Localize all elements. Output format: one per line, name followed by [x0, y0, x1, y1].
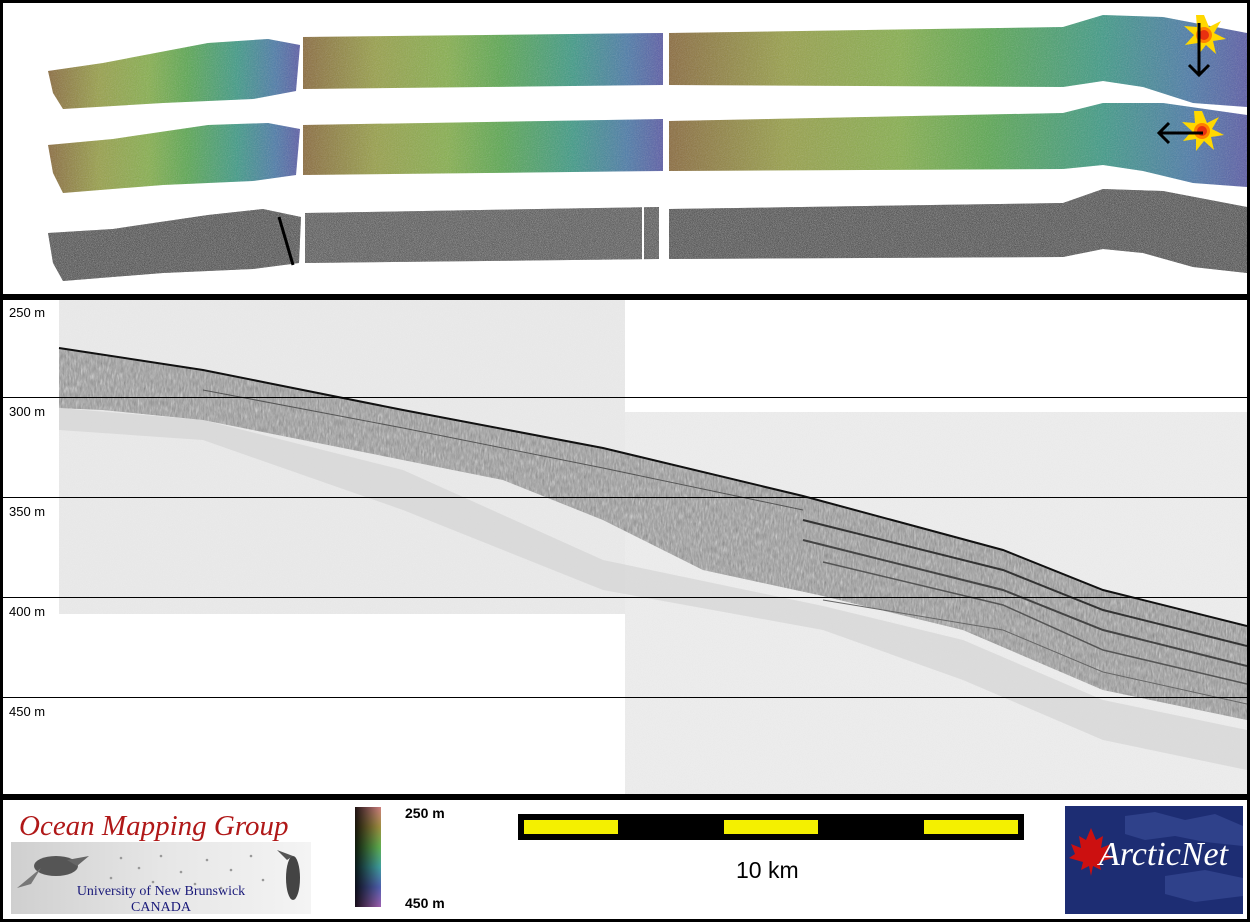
ocean-mapping-group-logo: Ocean Mapping Group University of New Br… — [11, 808, 311, 915]
scale-label: 10 km — [736, 857, 799, 883]
subbottom-profile-panel: 250 m 300 m 350 m 400 m 450 m — [3, 300, 1247, 794]
colorbar-top-label: 250 m — [405, 805, 445, 821]
depth-colorbar — [355, 807, 381, 907]
depth-gridline — [3, 697, 1247, 698]
arcticnet-logo: ArcticNet — [1065, 806, 1243, 914]
scale-bar-segment — [724, 820, 818, 834]
footer-panel: Ocean Mapping Group University of New Br… — [3, 800, 1247, 919]
org-country: CANADA — [131, 900, 191, 915]
scale-bar-segment — [924, 820, 1018, 834]
depth-label: 350 m — [9, 504, 46, 519]
sun-illumination-icon — [1182, 111, 1224, 151]
backscatter-strip — [48, 189, 1247, 281]
subbottom-profile — [58, 300, 1247, 794]
scale-bar-segment — [524, 820, 618, 834]
maple-leaf-icon — [1069, 828, 1113, 876]
depth-gridline — [3, 597, 1247, 598]
arrow-left-icon — [1156, 121, 1203, 145]
depth-label: 250 m — [9, 305, 46, 320]
depth-label: 300 m — [9, 404, 46, 419]
depth-gridline — [3, 497, 1247, 498]
depth-gridline — [3, 397, 1247, 398]
org-university: University of New Brunswick — [76, 884, 246, 899]
fish-icon — [277, 850, 300, 900]
swath-map — [48, 15, 1247, 281]
bathymetry-strip-north — [48, 15, 1247, 109]
scale-bar — [518, 814, 1024, 840]
arrow-down-icon — [1187, 23, 1211, 78]
bathymetry-strip-east — [48, 103, 1247, 193]
partner-logo-text: ArcticNet — [1099, 836, 1229, 873]
org-name: Ocean Mapping Group — [19, 810, 289, 842]
hagfish-icon — [17, 856, 89, 888]
depth-label: 450 m — [9, 704, 46, 719]
depth-label: 400 m — [9, 604, 46, 619]
colorbar-bottom-label: 450 m — [405, 895, 445, 911]
swath-map-panel — [3, 3, 1247, 294]
